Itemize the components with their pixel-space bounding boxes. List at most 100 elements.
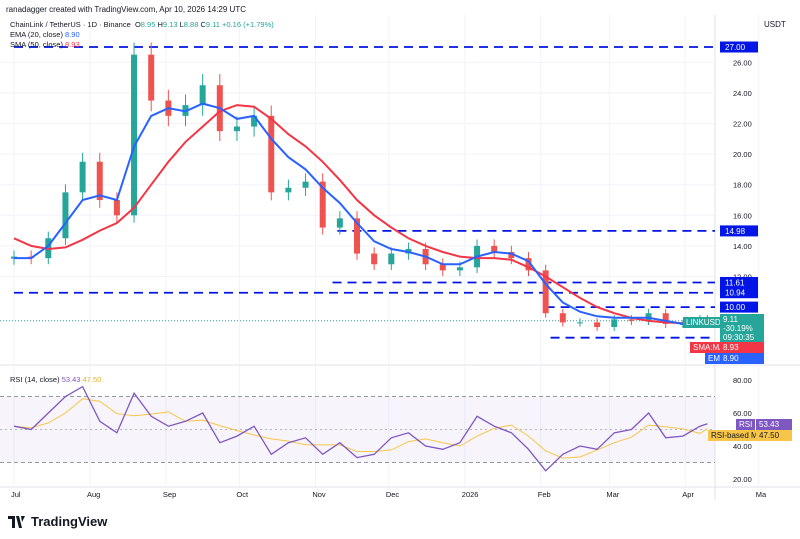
x-tick-label: 2026 [462, 490, 479, 499]
symbol-legend: ChainLink / TetherUS · 1D · Binance O8.9… [10, 20, 274, 29]
candle-body [611, 319, 618, 327]
low-label: L [179, 20, 184, 29]
last-price-tag: 9.11 -30.19% 09:30:35 [720, 314, 764, 343]
rsi-tick-label: 80.00 [733, 376, 752, 385]
ema20-line [14, 102, 708, 325]
candle-body [354, 218, 360, 254]
candle-body [662, 313, 669, 324]
ema-value: 8.90 [65, 30, 80, 39]
candle-body [559, 313, 566, 323]
x-tick-label: Ma [756, 490, 767, 499]
sma-legend[interactable]: SMA (50, close) 8.93 [10, 40, 80, 49]
candle-body [79, 161, 86, 193]
level-tag [720, 301, 758, 313]
rsi-ma-tag-value: 47.50 [756, 430, 792, 441]
level-tag [720, 276, 758, 288]
candle-body [576, 322, 583, 324]
brand-name: TradingView [31, 514, 108, 529]
sma-value: 8.93 [65, 40, 80, 49]
currency-label: USDT [764, 20, 786, 29]
level-tag [720, 287, 758, 299]
rsi-tag-value: 53.43 [756, 419, 792, 430]
sma-label: SMA (50, close) [10, 40, 63, 49]
level-tag-label: 10.00 [725, 303, 746, 312]
y-tick-label: 22.00 [733, 120, 752, 129]
x-tick-label: Feb [538, 490, 551, 499]
x-tick-label: Mar [606, 490, 619, 499]
sma-tag-label: SMA:MA [690, 342, 728, 353]
rsi-tag-label: RSI [736, 419, 756, 430]
close-label: C [200, 20, 206, 29]
rsi-tick-label: 60.00 [733, 409, 752, 418]
candle-body [62, 192, 69, 239]
rsi-value: 53.43 [61, 375, 81, 384]
bar-countdown: 09:30:35 [723, 333, 755, 342]
symbol-tag: LINKUSDT [683, 317, 729, 328]
rsi-legend[interactable]: RSI (14, close) 53.43 47.50 [10, 375, 101, 384]
sma-tag-value: 8.93 [720, 342, 764, 353]
x-tick-label: Apr [682, 490, 694, 499]
candle-body [233, 126, 240, 132]
candle-body [148, 54, 155, 101]
candle-body [456, 267, 463, 271]
candle-body [285, 187, 292, 193]
last-price: 9.11 [723, 315, 738, 324]
candle-body [388, 253, 395, 265]
low-value: 8.88 [183, 20, 199, 29]
sma50-line [13, 104, 708, 325]
level-tag-label: 10.94 [725, 289, 746, 298]
rsi-tick-label: 40.00 [733, 442, 752, 451]
symbol-name: ChainLink / TetherUS · 1D · Binance [10, 20, 131, 29]
level-tag-label: 11.61 [725, 278, 745, 287]
rsi-ma-tag-label: RSI-based MA [708, 430, 767, 441]
candle-body [251, 115, 258, 127]
x-tick-label: Nov [312, 490, 326, 499]
candle-body [199, 85, 206, 106]
ema-legend[interactable]: EMA (20, close) 8.90 [10, 30, 80, 39]
candle-body [96, 161, 103, 200]
tradingview-logo-icon [8, 515, 25, 528]
tradingview-logo[interactable]: TradingView [8, 514, 107, 529]
level-tag-label: 14.98 [725, 227, 746, 236]
candle-body [336, 218, 343, 228]
credit-text: ranadagger created with TradingView.com,… [6, 5, 246, 14]
x-tick-label: Oct [236, 490, 249, 499]
x-tick-label: Aug [87, 490, 100, 499]
y-tick-label: 18.00 [733, 181, 752, 190]
rsi-ma-value: 47.50 [82, 375, 102, 384]
y-tick-label: 26.00 [733, 58, 752, 67]
ema-tag-label: EMA [705, 353, 729, 364]
candle-body [628, 319, 635, 321]
ema-tag-value: 8.90 [720, 353, 764, 364]
candle-body [594, 322, 601, 327]
ema-label: EMA (20, close) [10, 30, 63, 39]
price-change-percent: -30.19% [723, 324, 753, 333]
y-tick-label: 20.00 [733, 150, 752, 159]
rsi-label: RSI (14, close) [10, 375, 60, 384]
candle-body [542, 270, 549, 314]
high-label: H [157, 20, 163, 29]
candle-body [302, 181, 309, 188]
candle-body [491, 245, 498, 253]
close-value: 9.11 [205, 20, 220, 29]
candle-body [268, 115, 275, 193]
x-tick-label: Sep [163, 490, 176, 499]
candle-body [113, 200, 120, 216]
open-label: O [134, 20, 141, 29]
candle-body [439, 264, 446, 271]
candle-body [525, 258, 532, 271]
level-tag-label: 27.00 [725, 43, 746, 52]
rsi-tick-label: 20.00 [733, 475, 752, 484]
x-tick-label: Dec [386, 490, 400, 499]
y-tick-label: 24.00 [733, 89, 752, 98]
candle-body [371, 253, 378, 265]
candle-body [319, 181, 326, 228]
candle-body [131, 54, 138, 216]
candle-body [508, 252, 515, 259]
level-tag [720, 225, 758, 237]
level-tag [720, 41, 758, 53]
rsi-line [13, 385, 708, 472]
x-tick-label: Jul [11, 490, 21, 499]
